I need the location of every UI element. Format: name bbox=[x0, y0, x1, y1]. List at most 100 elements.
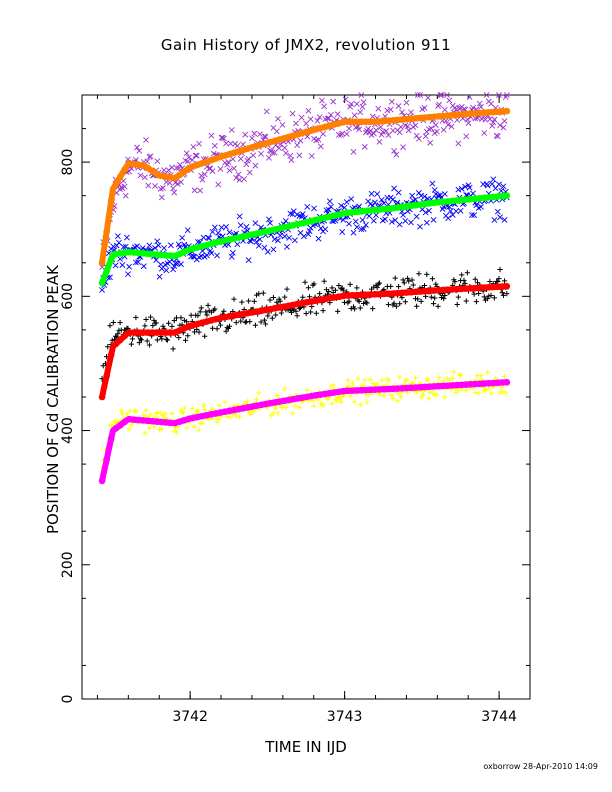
scatter-point bbox=[390, 127, 396, 134]
scatter-point bbox=[347, 281, 353, 288]
scatter-point bbox=[362, 377, 368, 383]
scatter-point bbox=[422, 209, 429, 216]
scatter-point bbox=[437, 92, 444, 98]
scatter-point bbox=[472, 115, 479, 122]
scatter-point bbox=[482, 116, 489, 123]
fit-point bbox=[103, 456, 110, 464]
scatter-point bbox=[496, 181, 502, 188]
scatter-point bbox=[132, 259, 139, 266]
scatter-point bbox=[122, 192, 129, 199]
scatter-point bbox=[409, 277, 415, 283]
scatter-point bbox=[136, 147, 143, 154]
scatter-point bbox=[137, 172, 144, 179]
fit-curve bbox=[98, 378, 511, 485]
scatter-point bbox=[281, 144, 288, 151]
scatter-point bbox=[427, 139, 434, 146]
scatter-point bbox=[189, 156, 196, 163]
scatter-point bbox=[245, 257, 252, 264]
scatter-series bbox=[99, 266, 510, 385]
y-tick-label: 0 bbox=[60, 695, 76, 704]
scatter-point bbox=[171, 189, 178, 196]
scatter-point bbox=[143, 316, 149, 323]
scatter-point bbox=[252, 162, 259, 169]
scatter-point bbox=[239, 299, 245, 305]
fit-point bbox=[107, 255, 115, 263]
scatter-point bbox=[193, 152, 200, 159]
scatter-point bbox=[394, 199, 401, 206]
scatter-point bbox=[308, 309, 314, 315]
scatter-point bbox=[235, 171, 242, 178]
scatter-point bbox=[441, 106, 448, 113]
scatter-point bbox=[240, 141, 246, 148]
scatter-point bbox=[209, 325, 216, 331]
scatter-point bbox=[346, 220, 352, 227]
scatter-point bbox=[445, 121, 452, 128]
scatter-point bbox=[253, 238, 260, 245]
scatter-point bbox=[375, 105, 382, 112]
scatter-point bbox=[287, 152, 294, 159]
scatter-point bbox=[430, 301, 437, 307]
scatter-point bbox=[470, 104, 476, 111]
scatter-point bbox=[169, 410, 175, 417]
scatter-point bbox=[387, 106, 394, 113]
scatter-point bbox=[129, 336, 136, 342]
scatter-point bbox=[137, 336, 144, 342]
scatter-point bbox=[306, 294, 313, 300]
scatter-point bbox=[444, 92, 450, 98]
scatter-point bbox=[476, 290, 482, 297]
scatter-point bbox=[289, 110, 296, 117]
scatter-point bbox=[261, 317, 268, 323]
scatter-point bbox=[346, 298, 352, 304]
fit-point bbox=[503, 107, 511, 115]
scatter-point bbox=[143, 137, 149, 143]
scatter-point bbox=[178, 315, 184, 321]
scatter-layer bbox=[99, 92, 510, 471]
scatter-point bbox=[498, 187, 505, 194]
scatter-point bbox=[233, 175, 240, 181]
scatter-point bbox=[482, 387, 489, 393]
scatter-point bbox=[270, 410, 277, 416]
scatter-point bbox=[372, 199, 378, 206]
scatter-point bbox=[315, 397, 322, 403]
fit-point bbox=[130, 329, 138, 336]
fit-point bbox=[103, 372, 110, 380]
scatter-point bbox=[192, 152, 199, 159]
x-tick-label: 3743 bbox=[327, 709, 363, 725]
scatter-point bbox=[197, 187, 204, 194]
scatter-point bbox=[392, 275, 398, 281]
fit-layer bbox=[98, 107, 511, 485]
scatter-point bbox=[322, 116, 329, 122]
scatter-point bbox=[481, 388, 487, 394]
scatter-point bbox=[228, 127, 235, 133]
scatter-point bbox=[404, 123, 411, 130]
scatter-point bbox=[220, 135, 227, 142]
scatter-point bbox=[121, 183, 128, 190]
scatter-point bbox=[397, 301, 403, 307]
scatter-point bbox=[215, 181, 222, 188]
scatter-point bbox=[163, 336, 169, 342]
scatter-point bbox=[415, 296, 421, 302]
scatter-point bbox=[243, 223, 250, 230]
scatter-point bbox=[500, 124, 507, 131]
y-tick-label: 200 bbox=[60, 551, 76, 578]
scatter-point bbox=[402, 218, 409, 224]
fit-point bbox=[116, 421, 124, 429]
scatter-point bbox=[501, 278, 508, 284]
scatter-point bbox=[310, 398, 316, 404]
scatter-point bbox=[126, 263, 133, 270]
fit-point bbox=[103, 267, 110, 275]
scatter-point bbox=[209, 406, 216, 412]
scatter-point bbox=[200, 234, 207, 241]
scatter-point bbox=[416, 271, 422, 277]
scatter-point bbox=[260, 290, 266, 296]
scatter-point bbox=[205, 302, 211, 308]
scatter-point bbox=[321, 278, 327, 284]
scatter-point bbox=[214, 419, 220, 425]
scatter-point bbox=[256, 291, 262, 297]
scatter-point bbox=[498, 384, 504, 390]
scatter-point bbox=[425, 377, 431, 383]
y-tick-label: 800 bbox=[60, 149, 76, 176]
scatter-point bbox=[421, 193, 428, 200]
scatter-point bbox=[122, 243, 129, 250]
scatter-point bbox=[402, 299, 408, 305]
